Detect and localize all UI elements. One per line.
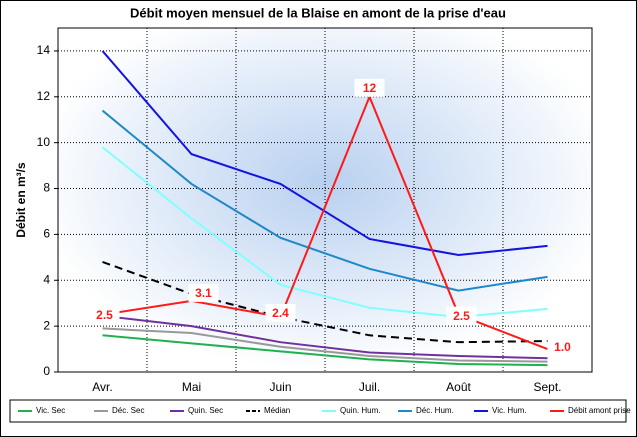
- data-label: 12: [363, 81, 377, 95]
- y-tick-label: 8: [43, 181, 50, 195]
- y-tick-label: 10: [37, 135, 51, 149]
- legend-label: Déc. Sec: [112, 406, 144, 415]
- legend-label: Vic. Hum.: [492, 406, 527, 415]
- data-label-box: [446, 306, 477, 325]
- series-line: [102, 334, 548, 367]
- x-tick-label: Août: [446, 380, 471, 394]
- data-label: 2.4: [272, 306, 289, 320]
- x-tick-label: Avr.: [92, 380, 112, 394]
- y-tick-label: 4: [43, 272, 50, 286]
- x-tick-label: Mai: [182, 380, 201, 394]
- data-label: 2.5: [453, 309, 470, 323]
- legend-label: Débit amont prise: [568, 406, 631, 415]
- legend: [9, 399, 627, 423]
- y-tick-label: 2: [43, 318, 50, 332]
- y-tick-label: 14: [37, 43, 51, 57]
- y-tick-label: 12: [37, 89, 51, 103]
- legend-label: Quin. Hum.: [340, 406, 380, 415]
- legend-label: Quin. Sec: [188, 406, 223, 415]
- data-label-box: [354, 78, 385, 97]
- series-line: [102, 260, 548, 344]
- legend-label: Déc. Hum.: [416, 406, 454, 415]
- series-line: [102, 327, 548, 363]
- x-tick-label: Juil.: [359, 380, 380, 394]
- data-label-box: [547, 338, 578, 357]
- data-label-box: [89, 305, 120, 324]
- y-tick-label: 0: [43, 364, 50, 378]
- series-line: [102, 314, 548, 360]
- data-label: 3.1: [195, 286, 212, 300]
- legend-label: Médian: [264, 406, 290, 415]
- legend-label: Vic. Sec: [36, 406, 65, 415]
- chart-title: Débit moyen mensuel de la Blaise en amon…: [130, 5, 506, 20]
- series-line: [101, 109, 548, 292]
- data-label: 2.5: [96, 308, 113, 322]
- y-tick-label: 6: [43, 227, 50, 241]
- data-label-box: [265, 303, 296, 322]
- x-tick-label: Sept.: [533, 380, 561, 394]
- data-label: 1.0: [554, 340, 571, 354]
- y-axis-label: Débit en m³/s: [14, 162, 28, 238]
- data-label-box: [188, 283, 219, 302]
- series-line: [101, 50, 548, 257]
- x-tick-label: Juin: [269, 380, 291, 394]
